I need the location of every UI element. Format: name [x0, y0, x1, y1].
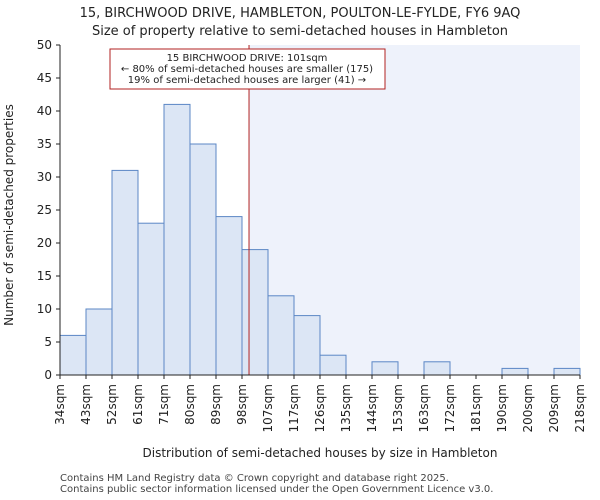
x-tick-label: 89sqm — [209, 384, 223, 425]
bar-98sqm — [241, 249, 269, 376]
y-tick-label: 20 — [37, 236, 52, 250]
x-tick-label: 34sqm — [53, 384, 67, 425]
annotation-line-3: 19% of semi-detached houses are larger (… — [128, 75, 366, 86]
x-tick-label: 98sqm — [235, 384, 249, 425]
bar-190sqm — [501, 367, 529, 376]
bar-209sqm — [553, 367, 581, 376]
histogram-chart: 15, BIRCHWOOD DRIVE, HAMBLETON, POULTON-… — [2, 6, 587, 460]
bar-61sqm — [137, 222, 165, 376]
bar-144sqm — [371, 361, 399, 376]
annotation-line-2: ← 80% of semi-detached houses are smalle… — [121, 64, 373, 75]
x-tick-label: 181sqm — [469, 384, 483, 432]
chart-subtitle: Size of property relative to semi-detach… — [92, 24, 508, 39]
x-tick-label: 153sqm — [391, 384, 405, 432]
bars-group — [59, 103, 581, 376]
x-tick-label: 52sqm — [105, 384, 119, 425]
x-tick-label: 200sqm — [521, 384, 535, 432]
bar-126sqm — [319, 354, 347, 376]
x-tick-label: 126sqm — [313, 384, 327, 432]
bar-117sqm — [293, 315, 321, 376]
bar-89sqm — [215, 216, 243, 376]
y-tick-label: 45 — [37, 71, 52, 85]
x-tick-label: 218sqm — [573, 384, 587, 432]
annotation-box: 15 BIRCHWOOD DRIVE: 101sqm ← 80% of semi… — [109, 48, 386, 90]
x-tick-label: 107sqm — [261, 384, 275, 432]
x-tick-label: 190sqm — [495, 384, 509, 432]
x-tick-label: 43sqm — [79, 384, 93, 425]
bar-71sqm — [163, 103, 191, 376]
bar-43sqm — [85, 308, 113, 376]
y-axis-ticks: 0 5 10 15 20 25 30 35 40 45 50 — [37, 38, 60, 382]
footer-licence: Contains public sector information licen… — [60, 484, 494, 495]
y-tick-label: 25 — [37, 203, 52, 217]
y-tick-label: 40 — [37, 104, 52, 118]
x-axis-label: Distribution of semi-detached houses by … — [143, 446, 498, 460]
x-tick-label: 163sqm — [417, 384, 431, 432]
x-tick-label: 172sqm — [443, 384, 457, 432]
annotation-border — [109, 48, 386, 90]
y-tick-label: 0 — [44, 368, 52, 382]
bar-80sqm — [189, 143, 217, 376]
y-tick-label: 5 — [44, 335, 52, 349]
y-tick-label: 35 — [37, 137, 52, 151]
annotation-line-1: 15 BIRCHWOOD DRIVE: 101sqm — [167, 53, 328, 64]
x-tick-label: 144sqm — [365, 384, 379, 432]
x-tick-label: 80sqm — [183, 384, 197, 425]
bar-163sqm — [423, 361, 451, 376]
chart-title: 15, BIRCHWOOD DRIVE, HAMBLETON, POULTON-… — [80, 6, 521, 21]
y-tick-label: 50 — [37, 38, 52, 52]
x-tick-label: 117sqm — [287, 384, 301, 432]
x-axis-ticks: 34sqm 43sqm 52sqm 61sqm 71sqm 80sqm 89sqm 98sqm… — [53, 375, 587, 432]
x-tick-label: 209sqm — [547, 384, 561, 432]
x-tick-label: 135sqm — [339, 384, 353, 432]
bar-52sqm — [111, 169, 139, 376]
bar-34sqm — [59, 334, 87, 376]
y-axis-label: Number of semi-detached properties — [2, 104, 16, 326]
x-tick-label: 61sqm — [131, 384, 145, 425]
x-tick-label: 71sqm — [157, 384, 171, 425]
y-tick-label: 15 — [37, 269, 52, 283]
footer-copyright: Contains HM Land Registry data © Crown c… — [60, 473, 449, 484]
y-tick-label: 30 — [37, 170, 52, 184]
bar-107sqm — [267, 295, 295, 376]
y-tick-label: 10 — [37, 302, 52, 316]
